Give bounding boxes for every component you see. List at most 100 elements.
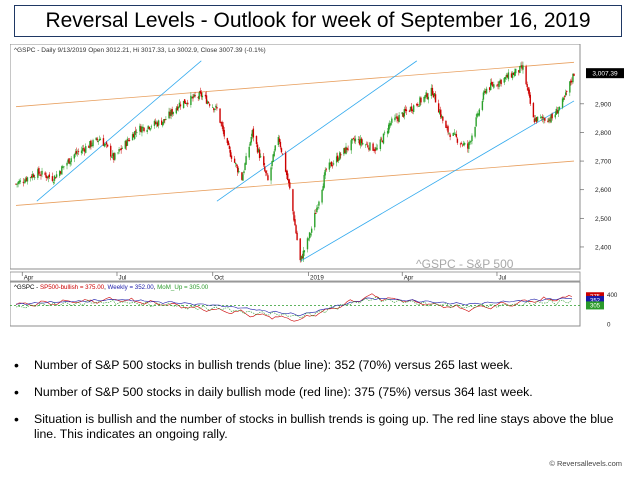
copyright-notice: © Reversallevels.com: [549, 459, 622, 468]
price-candle-body: [461, 144, 464, 146]
price-candle-body: [141, 126, 143, 133]
price-candle-body: [140, 126, 142, 133]
price-candle-body: [34, 177, 36, 179]
price-candle-body: [367, 145, 369, 148]
price-candle-body: [169, 111, 171, 116]
price-candle-body: [366, 143, 368, 145]
last-price-tag-box: [586, 68, 624, 79]
price-candle-body: [322, 186, 324, 191]
price-candle-body: [226, 138, 229, 143]
price-candle-body: [243, 171, 245, 173]
price-candle-body: [528, 89, 530, 96]
price-candle-body: [81, 148, 84, 151]
price-candle-body: [424, 95, 426, 99]
price-candle-body: [142, 126, 144, 129]
price-candle-body: [278, 138, 281, 143]
price-candle-body: [496, 85, 498, 87]
price-candle-body: [544, 117, 546, 121]
breadth-value-tags: 375352305: [586, 292, 604, 310]
price-candle-body: [296, 232, 298, 240]
price-candle-body: [504, 77, 506, 80]
price-candle-body: [171, 109, 173, 115]
price-candle-body: [63, 166, 65, 168]
price-candle-body: [570, 80, 572, 83]
price-candle-body: [273, 151, 275, 157]
price-candle-body: [228, 145, 231, 149]
breadth-header-part: ,: [104, 284, 107, 291]
chart-watermark: ^GSPC - S&P 500: [416, 257, 514, 271]
price-candle-body: [306, 238, 309, 250]
price-candle-body: [294, 219, 296, 226]
price-candle-body: [272, 154, 274, 163]
price-candle-body: [155, 122, 158, 125]
price-candle-body: [548, 118, 550, 122]
breadth-value-tag-text: 352: [590, 298, 601, 304]
price-candle-body: [353, 139, 356, 141]
price-candle-body: [51, 176, 54, 181]
price-candle-body: [387, 124, 390, 133]
breadth-panel: [9, 281, 581, 327]
trend-channel-line: [36, 60, 202, 202]
price-candle-body: [394, 117, 396, 121]
price-candle-body: [513, 71, 516, 76]
price-candle-body: [410, 106, 413, 112]
price-candle-body: [350, 140, 352, 151]
price-candle-body: [284, 152, 287, 172]
price-candle-body: [389, 123, 391, 126]
price-candle-body: [323, 174, 325, 188]
price-candle-body: [452, 132, 454, 136]
price-candle-body: [192, 96, 194, 99]
price-candle-body: [347, 148, 349, 150]
price-candle-body: [566, 90, 568, 92]
price-candle-body: [330, 161, 333, 167]
price-candle-body: [483, 90, 486, 94]
price-candle-body: [126, 138, 129, 146]
price-candle-body: [542, 117, 544, 119]
price-candle-body: [121, 148, 123, 149]
price-candle-body: [120, 148, 122, 151]
price-panel: [9, 43, 581, 270]
x-axis-tick-label: 2019: [310, 275, 324, 282]
price-candle-body: [25, 177, 28, 181]
price-candle-body: [541, 116, 543, 118]
price-candle-body: [233, 158, 236, 163]
price-candle-body: [132, 134, 135, 138]
price-candle-body: [31, 173, 34, 178]
price-candle-body: [391, 118, 393, 123]
price-candle-body: [419, 97, 421, 106]
price-candle-body: [467, 143, 469, 149]
price-candle-body: [358, 139, 361, 145]
price-candle-body: [369, 142, 371, 151]
price-candle-body: [463, 143, 466, 145]
price-candle-body: [95, 137, 97, 140]
price-candle-body: [453, 132, 455, 134]
price-candle-body: [555, 108, 558, 115]
breadth-y-tick-label: 0: [607, 322, 611, 329]
price-candle-body: [90, 140, 92, 147]
price-candle-body: [532, 103, 535, 118]
price-candle-body: [563, 96, 566, 98]
breadth-y-axis: 400 0: [607, 292, 618, 329]
price-candle-body: [521, 65, 523, 69]
price-candle-body: [77, 151, 80, 152]
price-candle-body: [45, 175, 47, 179]
price-candle-body: [92, 140, 94, 147]
price-candle-body: [357, 139, 360, 140]
price-candle-body: [207, 102, 210, 104]
price-candle-body: [222, 125, 224, 132]
price-candle-body: [118, 149, 120, 152]
breadth-value-tag-box: [586, 301, 604, 310]
x-axis-tick-label: Oct: [214, 275, 224, 282]
price-candle-body: [221, 122, 223, 127]
price-candle-body: [248, 146, 250, 158]
price-candle-body: [250, 136, 252, 143]
price-candle-body: [505, 74, 508, 77]
price-candle-body: [338, 159, 340, 161]
price-candle-body: [54, 177, 57, 179]
price-candle-body: [456, 138, 459, 143]
price-candle-body: [47, 175, 49, 179]
price-candle-body: [258, 149, 261, 159]
price-candle-body: [255, 136, 258, 144]
price-candle-body: [550, 114, 552, 123]
price-candle-body: [571, 81, 573, 82]
